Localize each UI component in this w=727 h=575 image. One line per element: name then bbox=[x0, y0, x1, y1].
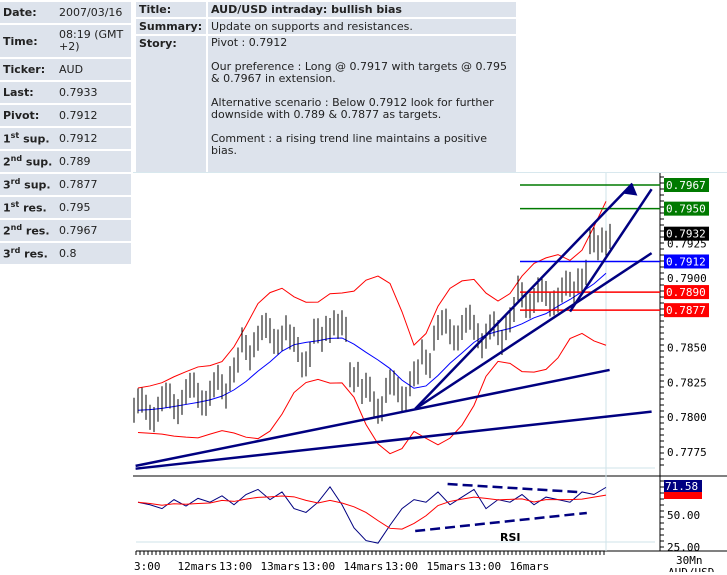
trend-line bbox=[414, 252, 653, 410]
analysis-story: Pivot : 0.7912 Our preference : Long @ 0… bbox=[208, 36, 516, 196]
price-tick-label: 0.7775 bbox=[667, 446, 707, 459]
price-tick-label: 0.7800 bbox=[667, 411, 707, 424]
rsi-line bbox=[137, 485, 607, 544]
story-paragraph: Our preference : Long @ 0.7917 with targ… bbox=[211, 60, 507, 85]
price-chart: 0.7775 0.7800 0.7825 0.7850 0.7900 0.7925 3:00… bbox=[133, 172, 727, 575]
moving-average bbox=[137, 272, 607, 411]
symbol-label: AUD/USD bbox=[668, 566, 714, 572]
title-label: Title: bbox=[136, 2, 206, 17]
story-paragraph: Pivot : 0.7912 bbox=[211, 36, 288, 49]
chart-svg: 0.77750.78000.78250.78500.79000.79253:00… bbox=[133, 173, 727, 575]
level-label: 2nd res. bbox=[0, 220, 56, 241]
time-label: 16mars bbox=[510, 560, 550, 572]
pivot-label: Pivot: bbox=[0, 105, 56, 126]
level-label: 3rd res. bbox=[0, 243, 56, 264]
story-paragraph: Alternative scenario : Below 0.7912 look… bbox=[211, 96, 494, 121]
rsi-last-label: 71.58 bbox=[665, 480, 698, 493]
last-price-tag bbox=[664, 226, 709, 241]
analysis-table: Title: AUD/USD intraday: bullish bias Sum… bbox=[134, 0, 518, 198]
rsi-label: RSI bbox=[500, 531, 521, 544]
last-value: 0.7933 bbox=[56, 82, 131, 103]
time-value: 08:19 (GMT +2) bbox=[56, 25, 131, 57]
rsi-tick-label: 25.00 bbox=[667, 541, 700, 554]
level-label: 3rd sup. bbox=[0, 174, 56, 195]
date-value: 2007/03/16 bbox=[56, 2, 131, 23]
time-label: 13:00 bbox=[468, 560, 501, 572]
story-label: Story: bbox=[136, 36, 206, 196]
time-label: 3:00 bbox=[134, 560, 161, 572]
bollinger-upper bbox=[137, 201, 607, 389]
price-tick-label: 0.7825 bbox=[667, 376, 707, 389]
time-label: 13:00 bbox=[385, 560, 418, 572]
time-label: 13mars bbox=[261, 560, 301, 572]
trend-line bbox=[568, 188, 653, 313]
ticker-label: Ticker: bbox=[0, 59, 56, 80]
level-value: 0.795 bbox=[56, 197, 131, 218]
date-label: Date: bbox=[0, 2, 56, 23]
time-label: Time: bbox=[0, 25, 56, 57]
analysis-summary: Update on supports and resistances. bbox=[208, 19, 516, 34]
level-value: 0.789 bbox=[56, 151, 131, 172]
summary-label: Summary: bbox=[136, 19, 206, 34]
pivot-value: 0.7912 bbox=[56, 105, 131, 126]
level-label: 1st sup. bbox=[0, 128, 56, 149]
level-label: 2nd sup. bbox=[0, 151, 56, 172]
level-tag-label: 0.7877 bbox=[666, 304, 706, 317]
analysis-title: AUD/USD intraday: bullish bias bbox=[208, 2, 516, 17]
level-tag-label: 0.7950 bbox=[666, 203, 706, 216]
ticker-value: AUD bbox=[56, 59, 131, 80]
level-value: 0.7912 bbox=[56, 128, 131, 149]
level-tag bbox=[664, 201, 709, 216]
arrow-head bbox=[623, 183, 638, 196]
level-tag bbox=[664, 178, 709, 192]
level-tag bbox=[664, 285, 709, 300]
level-label: 1st res. bbox=[0, 197, 56, 218]
price-tick-label: 0.7850 bbox=[667, 342, 707, 355]
rsi-signal-line bbox=[137, 494, 607, 530]
quote-info-table: Date: 2007/03/16 Time: 08:19 (GMT +2) Tick… bbox=[0, 0, 131, 266]
level-tag-label: 0.7890 bbox=[666, 286, 706, 299]
trend-line bbox=[414, 182, 634, 410]
time-label: 15mars bbox=[427, 560, 467, 572]
time-label: 14mars bbox=[344, 560, 384, 572]
level-tag-label: 0.7967 bbox=[666, 179, 706, 192]
story-paragraph: Comment : a rising trend line maintains … bbox=[211, 132, 487, 157]
time-label: 12mars bbox=[178, 560, 218, 572]
bollinger-lower bbox=[137, 332, 607, 455]
level-value: 0.7967 bbox=[56, 220, 131, 241]
timeframe-label: 30Mn bbox=[676, 554, 703, 567]
level-tag-label: 0.7912 bbox=[666, 255, 706, 268]
time-label: 13:00 bbox=[302, 560, 335, 572]
level-value: 0.8 bbox=[56, 243, 131, 264]
time-label: 13:00 bbox=[219, 560, 252, 572]
rsi-channel-line bbox=[415, 511, 587, 533]
rsi-channel-line bbox=[447, 482, 578, 494]
rsi-tick-label: 50.00 bbox=[667, 509, 700, 522]
level-value: 0.7877 bbox=[56, 174, 131, 195]
trend-line bbox=[135, 410, 652, 470]
rsi-last-tag bbox=[664, 480, 702, 492]
level-tag bbox=[664, 254, 709, 269]
price-tick-label: 0.7900 bbox=[667, 272, 707, 285]
last-label: Last: bbox=[0, 82, 56, 103]
level-tag bbox=[664, 303, 709, 318]
last-price-label: 0.7932 bbox=[666, 228, 706, 241]
trend-line bbox=[135, 368, 610, 468]
